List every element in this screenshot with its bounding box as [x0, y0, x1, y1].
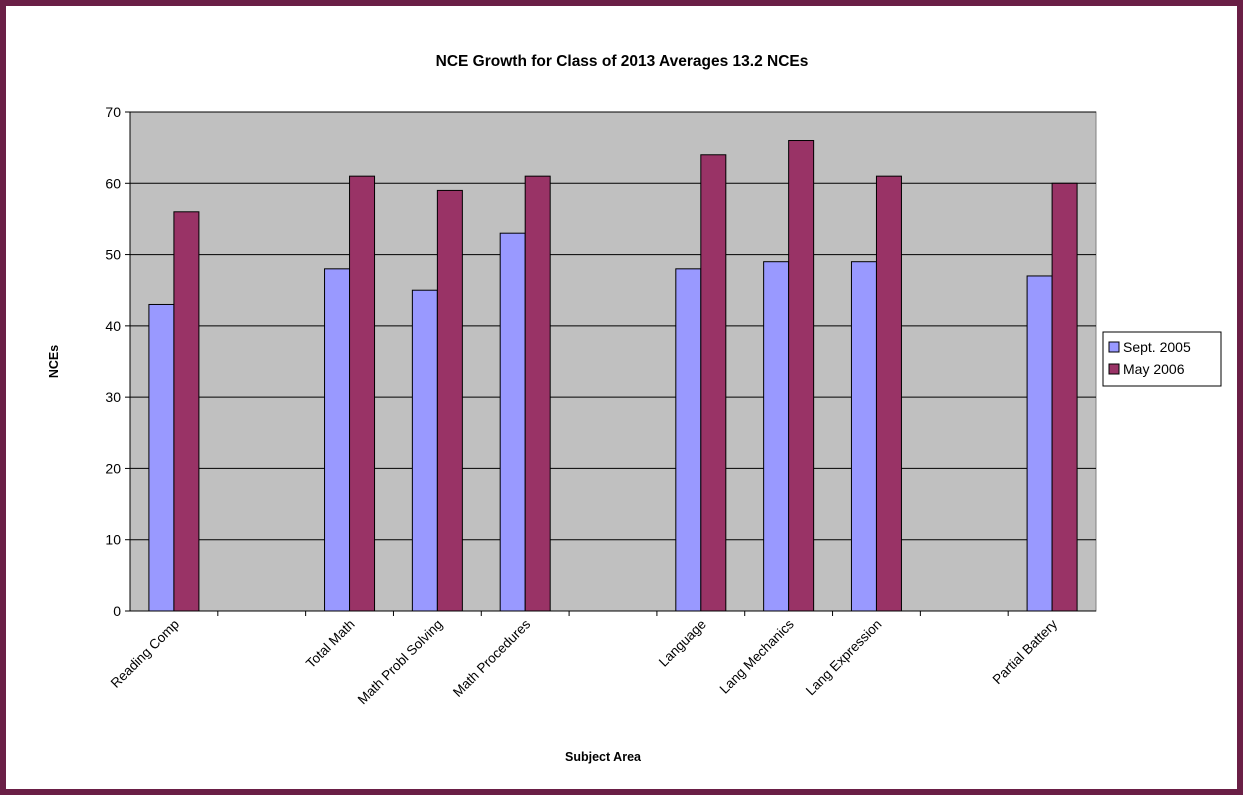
- bar-may-2006: [436, 189, 463, 612]
- gridlines: [130, 111, 1096, 541]
- y-tick-label: 30: [105, 389, 121, 405]
- chart-title: NCE Growth for Class of 2013 Averages 13…: [436, 53, 809, 70]
- bar-may-2006: [788, 140, 815, 612]
- bar-may-2006: [1051, 182, 1078, 612]
- y-tick-label: 20: [105, 460, 121, 476]
- bar-sept-2005: [499, 232, 526, 612]
- plot-area: [129, 111, 1097, 612]
- y-tick-label: 50: [105, 247, 121, 263]
- bar-may-2006: [173, 211, 200, 612]
- x-axis-title: Subject Area: [565, 750, 642, 764]
- y-tick-label: 70: [105, 104, 121, 120]
- x-category-label: Math Probl Solving: [355, 617, 446, 708]
- bar-sept-2005: [850, 261, 877, 612]
- bar-sept-2005: [148, 303, 175, 612]
- y-axis-title: NCEs: [47, 345, 61, 378]
- bar-sept-2005: [675, 268, 702, 612]
- chart: NCE Growth for Class of 2013 Averages 13…: [47, 53, 1222, 764]
- x-category-label: Lang Mechanics: [717, 616, 797, 696]
- legend-label: May 2006: [1123, 361, 1185, 377]
- legend-box: [1102, 331, 1222, 387]
- x-category-label: Reading Comp: [108, 617, 182, 691]
- x-category-label: Total Math: [303, 617, 358, 672]
- legend: Sept. 2005 May 2006: [1102, 331, 1222, 387]
- y-tick-label: 10: [105, 532, 121, 548]
- bar-sept-2005: [1026, 275, 1053, 612]
- bar-sept-2005: [763, 261, 790, 612]
- legend-label: Sept. 2005: [1123, 339, 1191, 355]
- chart-frame: NCE Growth for Class of 2013 Averages 13…: [6, 6, 1237, 789]
- bars: [148, 140, 1078, 612]
- x-category-label: Math Procedures: [450, 616, 533, 699]
- x-category-label: Language: [656, 617, 709, 670]
- bar-may-2006: [700, 154, 727, 612]
- bar-sept-2005: [324, 268, 351, 612]
- bar-may-2006: [349, 175, 376, 612]
- bar-may-2006: [524, 175, 551, 612]
- y-tick-label: 40: [105, 318, 121, 334]
- x-category-label: Lang Expression: [803, 617, 885, 699]
- y-tick-label: 0: [113, 603, 121, 619]
- y-tick-label: 60: [105, 175, 121, 191]
- bar-sept-2005: [411, 289, 438, 612]
- legend-swatch: [1108, 341, 1120, 353]
- x-category-label: Partial Battery: [990, 616, 1061, 687]
- legend-swatch: [1108, 363, 1120, 375]
- bar-may-2006: [875, 175, 902, 612]
- y-tick-labels: 0 10 20 30 40 50 60 70: [105, 104, 121, 619]
- axes: [125, 111, 1096, 616]
